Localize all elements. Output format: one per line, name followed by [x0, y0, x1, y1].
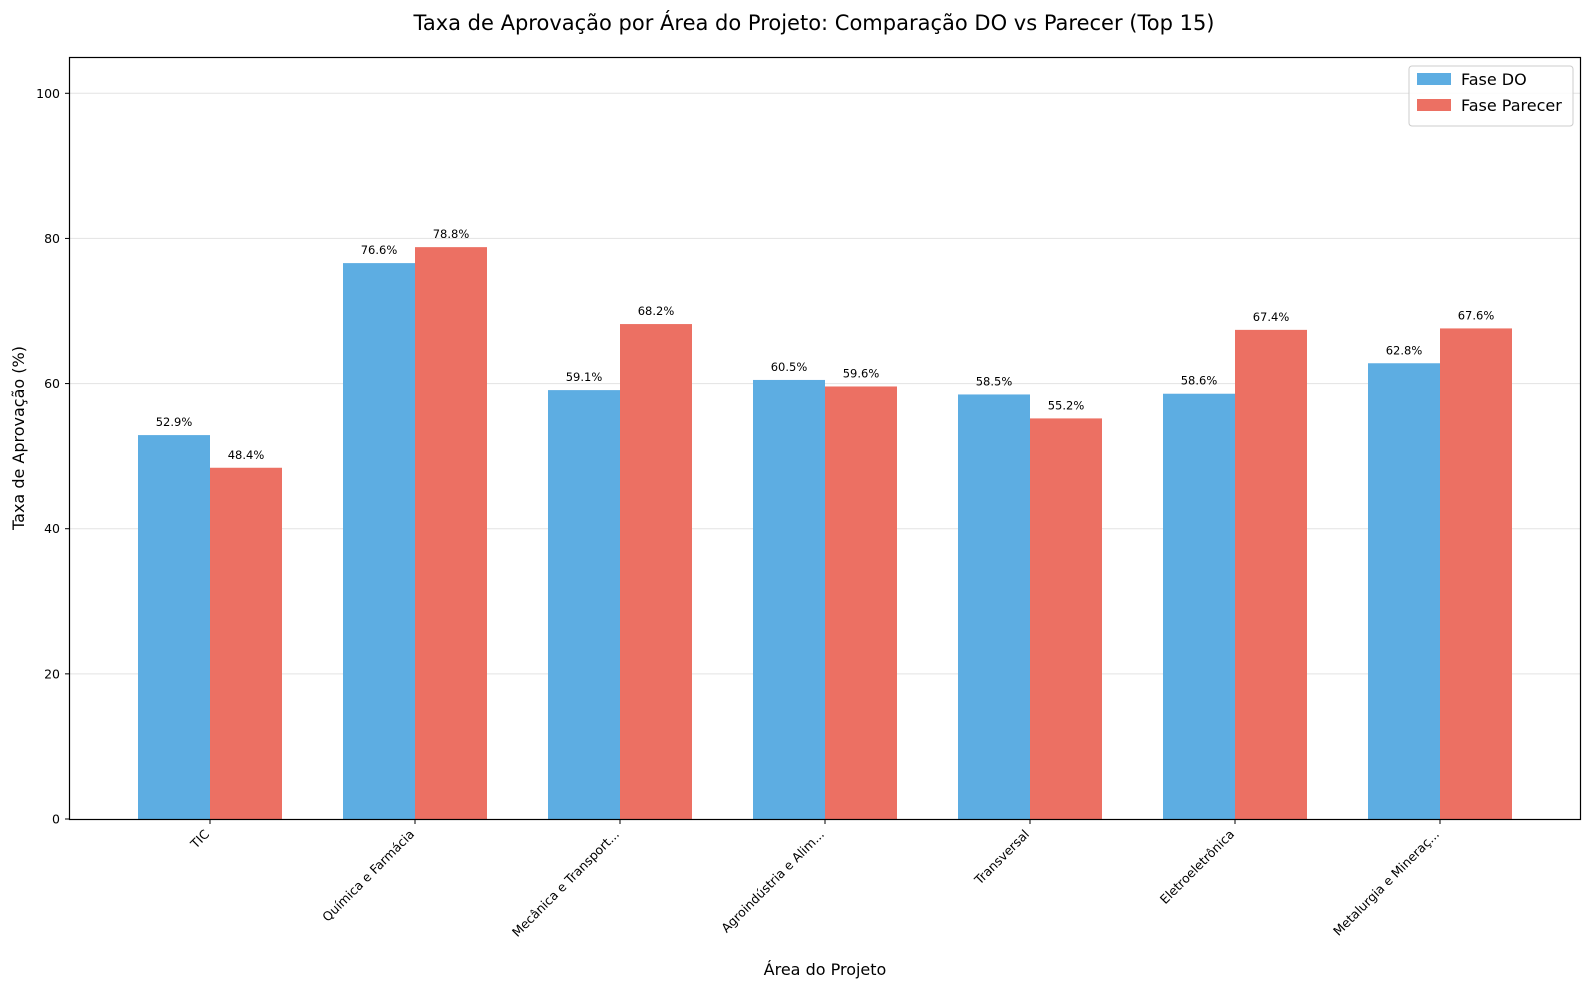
bar — [343, 263, 415, 819]
y-tick-label: 80 — [44, 231, 60, 246]
bar — [548, 390, 620, 819]
legend-swatch — [1417, 73, 1451, 85]
y-tick-label: 60 — [44, 376, 60, 391]
y-tick-label: 0 — [52, 812, 60, 827]
legend-label: Fase Parecer — [1461, 96, 1562, 115]
x-axis-ticks: TIC Química e Farmácia Mecânica e Transpor… — [187, 819, 1442, 940]
data-label: 67.4% — [1253, 310, 1290, 324]
x-tick-label: Agroindústria e Alim... — [718, 827, 827, 936]
data-label: 67.6% — [1458, 308, 1495, 322]
bar — [620, 324, 692, 819]
chart-title: Taxa de Aprovação por Área do Projeto: C… — [412, 10, 1214, 35]
data-label: 52.9% — [156, 415, 193, 429]
legend-swatch — [1417, 99, 1451, 111]
x-axis-title: Área do Projeto — [764, 960, 887, 979]
y-tick-label: 100 — [36, 86, 60, 101]
bar — [1163, 393, 1235, 819]
x-tick-label: Mecânica e Transport... — [509, 827, 622, 940]
data-label: 48.4% — [228, 448, 265, 462]
data-label: 59.1% — [566, 370, 603, 384]
data-label: 62.8% — [1386, 343, 1423, 357]
data-label: 76.6% — [361, 243, 398, 257]
legend: Fase DO Fase Parecer — [1408, 65, 1574, 127]
bars: 52.9% 48.4% 76.6% 78.8% 59.1% 68.2% 60.5% 59.6%… — [138, 227, 1512, 819]
x-tick-label: TIC — [187, 826, 213, 852]
data-label: 58.6% — [1181, 374, 1218, 388]
legend-label: Fase DO — [1461, 70, 1527, 89]
bar — [958, 394, 1030, 819]
y-tick-label: 40 — [44, 521, 60, 536]
bar — [825, 386, 897, 819]
data-label: 68.2% — [638, 304, 675, 318]
bar — [138, 435, 210, 819]
x-tick-label: Transversal — [971, 827, 1032, 888]
data-label: 55.2% — [1048, 398, 1085, 412]
y-axis-title: Taxa de Aprovação (%) — [9, 346, 28, 531]
bar — [1440, 328, 1512, 819]
y-tick-label: 20 — [44, 666, 60, 681]
x-tick-label: Metalurgia e Mineraç... — [1330, 827, 1442, 939]
bar — [210, 467, 282, 819]
bar — [1235, 329, 1307, 819]
y-axis-ticks: 0 20 40 60 80 100 — [36, 86, 70, 827]
data-label: 58.5% — [976, 374, 1013, 388]
bar — [1030, 418, 1102, 819]
data-label: 59.6% — [843, 366, 880, 380]
data-label: 60.5% — [771, 360, 808, 374]
bar — [753, 379, 825, 819]
x-tick-label: Eletroeletrônica — [1157, 827, 1237, 907]
x-tick-label: Química e Farmácia — [319, 827, 417, 925]
bar — [415, 247, 487, 819]
bar — [1368, 363, 1440, 819]
data-label: 78.8% — [433, 227, 470, 241]
